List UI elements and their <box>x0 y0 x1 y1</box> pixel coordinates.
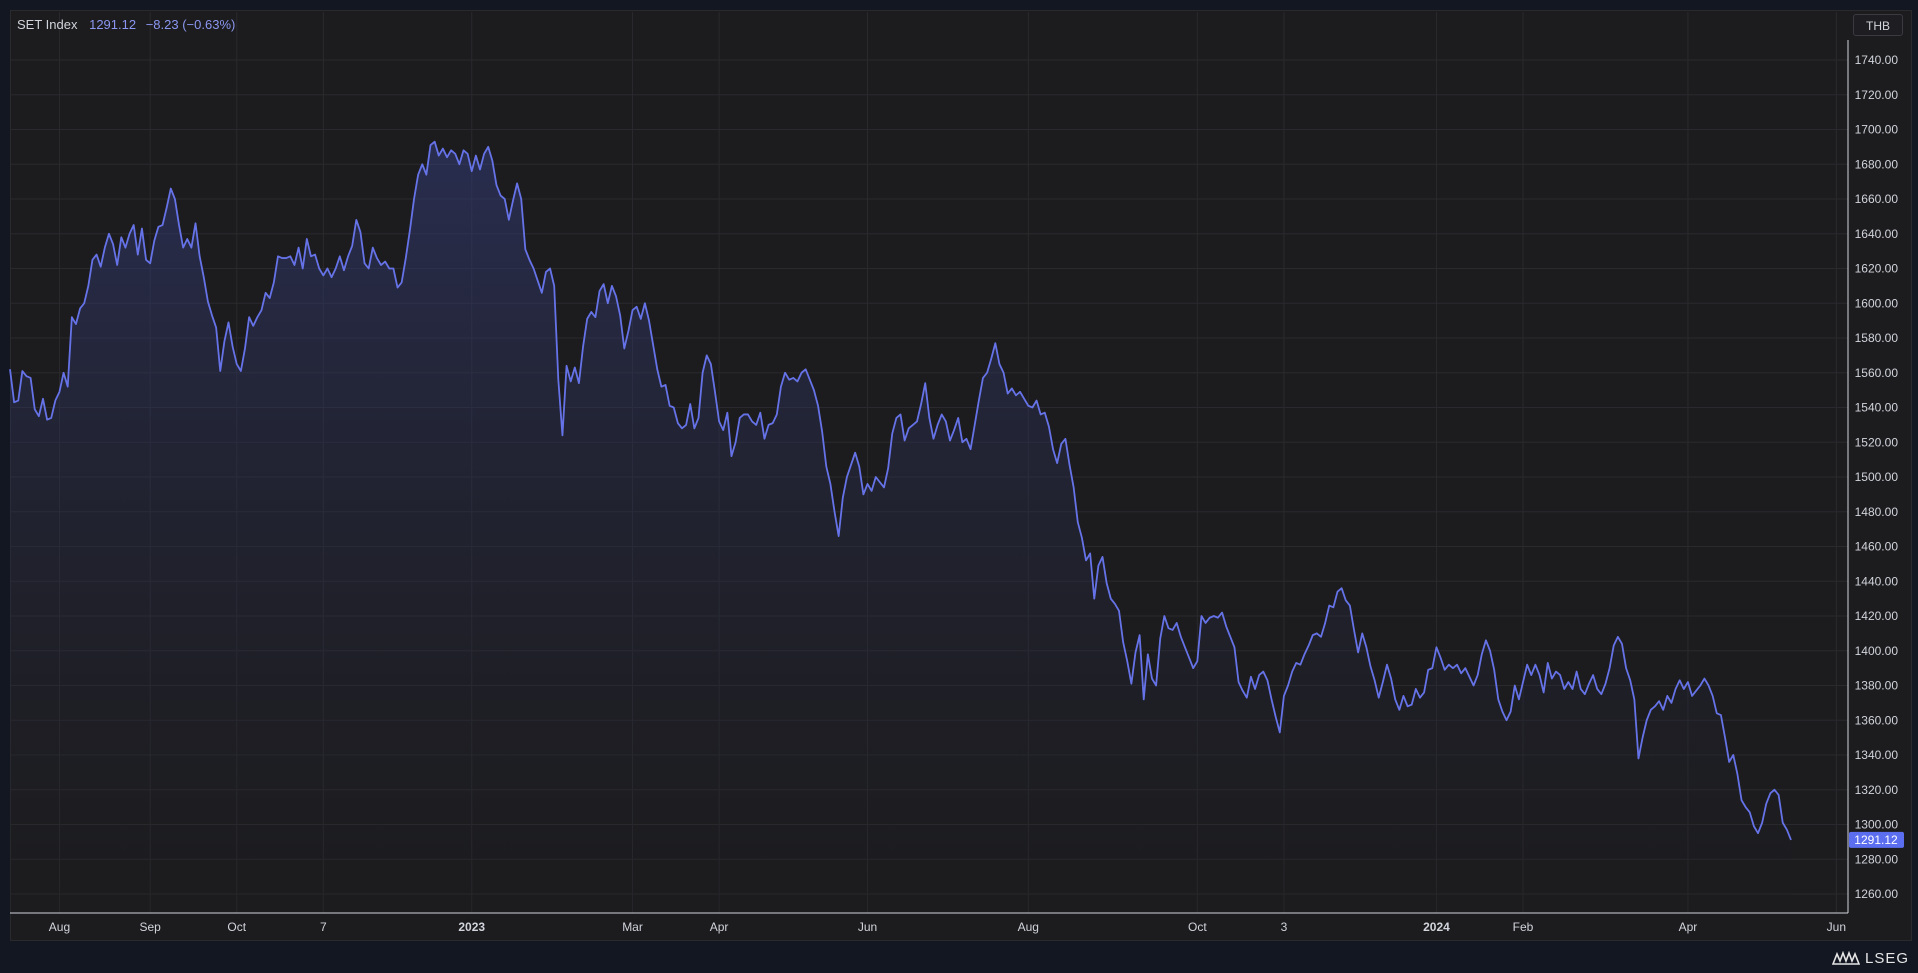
time-tick-label: Apr <box>1679 920 1698 934</box>
chart-legend: SET Index 1291.12 −8.23 (−0.63%) <box>17 17 235 32</box>
price-tick-label: 1640.00 <box>1855 227 1899 241</box>
last-price-label: 1291.12 <box>1854 833 1898 847</box>
price-tick-label: 1260.00 <box>1855 887 1899 901</box>
price-tick-label: 1580.00 <box>1855 331 1899 345</box>
time-tick-label: 3 <box>1281 920 1288 934</box>
time-tick-label: Feb <box>1513 920 1534 934</box>
price-tick-label: 1700.00 <box>1855 123 1899 137</box>
price-tick-label: 1280.00 <box>1855 852 1899 866</box>
time-tick-label: Oct <box>227 920 246 934</box>
price-tick-label: 1400.00 <box>1855 644 1899 658</box>
time-tick-label: Aug <box>49 920 70 934</box>
price-tick-label: 1340.00 <box>1855 748 1899 762</box>
price-tick-label: 1600.00 <box>1855 296 1899 310</box>
price-tick-label: 1420.00 <box>1855 609 1899 623</box>
time-tick-label: Jun <box>858 920 877 934</box>
time-tick-label: 7 <box>320 920 327 934</box>
last-price-tag: 1291.12 <box>1849 831 1904 848</box>
instrument-name: SET Index <box>17 17 78 32</box>
time-axis[interactable]: Aug Sep Oct 7 2023 Mar Apr Jun Aug Oct 3 2024 Feb Apr… <box>10 912 1848 934</box>
change-value: −8.23 (−0.63%) <box>145 17 236 32</box>
lseg-emblem-icon <box>1832 950 1860 965</box>
time-tick-label: 2023 <box>458 920 485 934</box>
time-tick-label: 2024 <box>1423 920 1450 934</box>
time-tick-label: Apr <box>710 920 729 934</box>
price-tick-label: 1480.00 <box>1855 505 1899 519</box>
logo-text: LSEG <box>1865 950 1910 967</box>
price-tick-label: 1360.00 <box>1855 713 1899 727</box>
last-value: 1291.12 <box>89 17 137 32</box>
time-tick-label: Aug <box>1018 920 1039 934</box>
price-line <box>9 140 1792 841</box>
area-fill <box>10 141 1791 913</box>
series-area <box>10 141 1791 913</box>
price-tick-label: 1320.00 <box>1855 783 1899 797</box>
time-tick-label: Sep <box>139 920 161 934</box>
time-tick-label: Oct <box>1188 920 1207 934</box>
price-tick-label: 1500.00 <box>1855 470 1899 484</box>
price-tick-label: 1460.00 <box>1855 540 1899 554</box>
price-tick-label: 1680.00 <box>1855 157 1899 171</box>
last-price-tag-bg <box>1849 831 1904 848</box>
price-tick-label: 1440.00 <box>1855 574 1899 588</box>
currency-button[interactable]: THB <box>1853 14 1903 36</box>
time-tick-label: Jun <box>1827 920 1846 934</box>
price-tick-label: 1380.00 <box>1855 679 1899 693</box>
price-tick-label: 1660.00 <box>1855 192 1899 206</box>
price-tick-label: 1620.00 <box>1855 262 1899 276</box>
price-tick-label: 1520.00 <box>1855 435 1899 449</box>
series-line <box>9 140 1792 841</box>
price-tick-label: 1300.00 <box>1855 818 1899 832</box>
price-tick-label: 1720.00 <box>1855 88 1899 102</box>
price-tick-label: 1740.00 <box>1855 53 1899 67</box>
lseg-logo: LSEG <box>1832 950 1909 967</box>
price-tick-label: 1560.00 <box>1855 366 1899 380</box>
time-tick-label: Mar <box>622 920 643 934</box>
price-tick-label: 1540.00 <box>1855 401 1899 415</box>
price-axis[interactable]: 1740.00 1720.00 1700.00 1680.00 1660.00 1640.… <box>1847 40 1899 913</box>
